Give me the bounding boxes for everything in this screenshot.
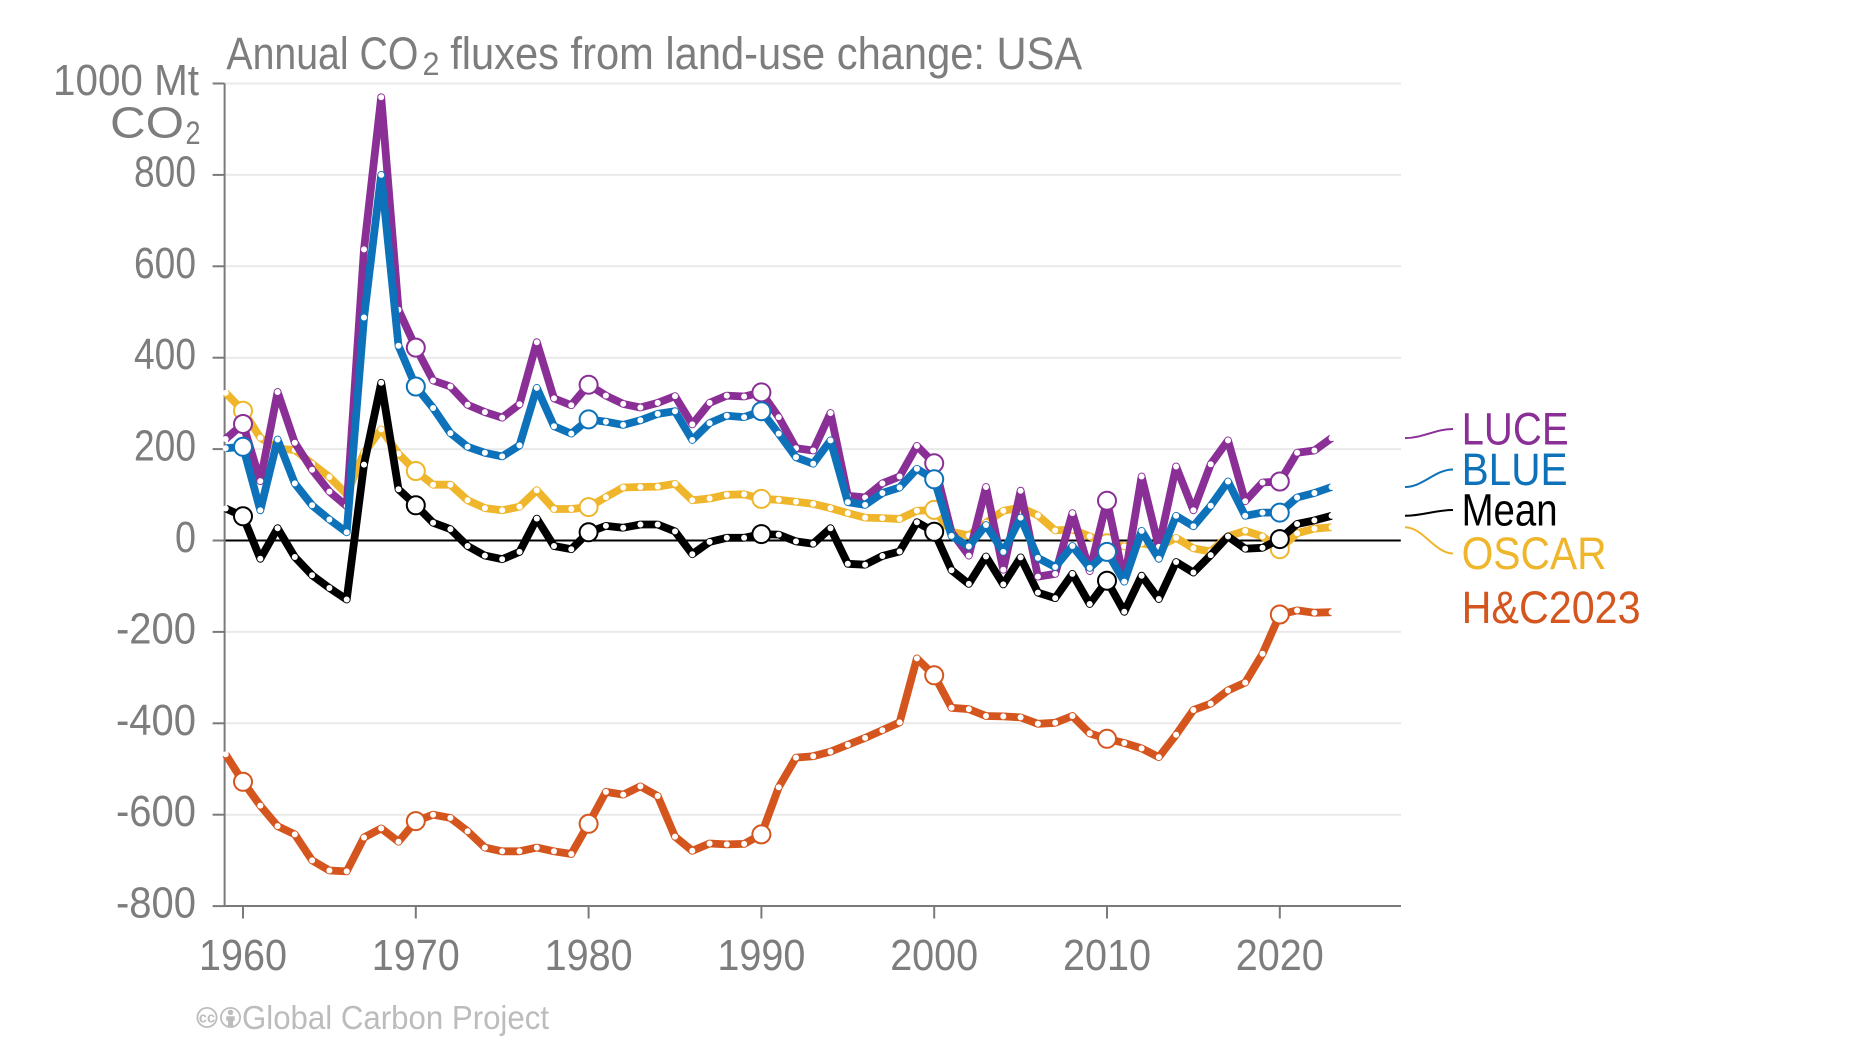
svg-text:-600: -600 xyxy=(116,787,196,836)
svg-text:cc: cc xyxy=(199,1011,215,1027)
svg-text:1000 Mt: 1000 Mt xyxy=(53,56,199,105)
svg-text:-400: -400 xyxy=(116,696,196,745)
svg-text:2020: 2020 xyxy=(1236,931,1324,980)
svg-text:1960: 1960 xyxy=(199,931,287,980)
svg-text:600: 600 xyxy=(134,239,196,288)
svg-text:400: 400 xyxy=(134,330,196,379)
svg-text:1970: 1970 xyxy=(372,931,460,980)
svg-text:800: 800 xyxy=(134,147,196,196)
svg-text:Mean: Mean xyxy=(1462,484,1558,535)
svg-text:1980: 1980 xyxy=(545,931,633,980)
svg-text:H&C2023: H&C2023 xyxy=(1462,582,1641,633)
svg-text:LUCE: LUCE xyxy=(1462,403,1569,454)
svg-text:-200: -200 xyxy=(116,604,196,653)
svg-text:-800: -800 xyxy=(116,879,196,928)
svg-text:2000: 2000 xyxy=(890,931,978,980)
svg-text:0: 0 xyxy=(175,513,196,562)
svg-text:OSCAR: OSCAR xyxy=(1462,528,1607,579)
svg-text:200: 200 xyxy=(134,422,196,471)
svg-text:2010: 2010 xyxy=(1063,931,1151,980)
svg-text:fluxes from land-use change: U: fluxes from land-use change: USA xyxy=(450,28,1082,79)
svg-text:Annual CO: Annual CO xyxy=(226,28,418,79)
svg-text:2: 2 xyxy=(186,115,201,151)
svg-text:BLUE: BLUE xyxy=(1462,444,1568,495)
svg-text:2: 2 xyxy=(423,46,440,82)
svg-text:CO: CO xyxy=(110,99,184,148)
svg-text:Global Carbon Project: Global Carbon Project xyxy=(242,999,549,1036)
svg-text:1990: 1990 xyxy=(717,931,805,980)
